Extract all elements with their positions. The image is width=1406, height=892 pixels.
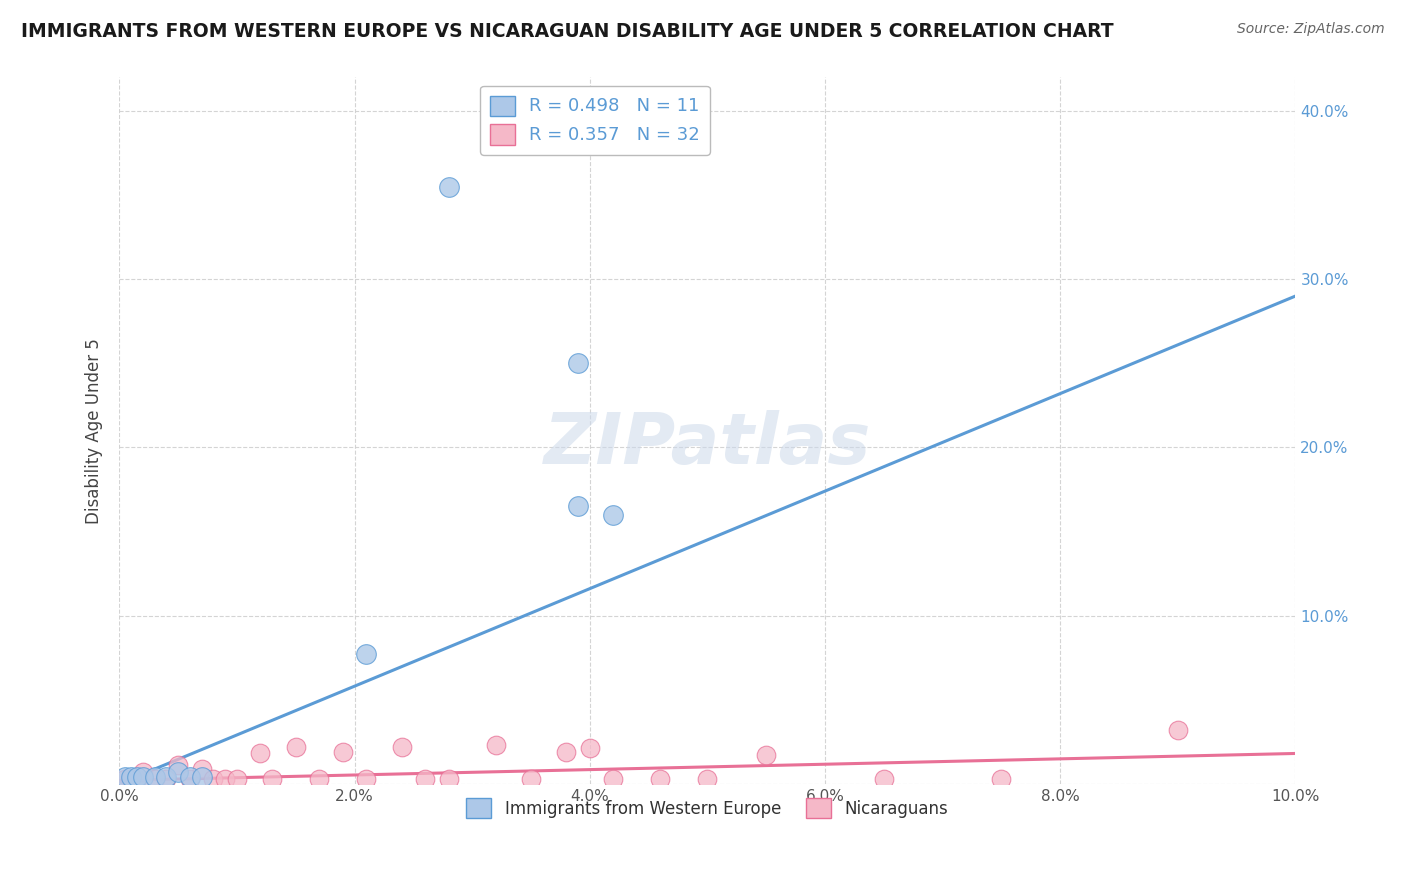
- Point: [356, 772, 378, 786]
- Point: [120, 772, 142, 786]
- Point: [308, 772, 330, 786]
- Point: [179, 770, 201, 784]
- Point: [485, 738, 508, 752]
- Point: [190, 762, 212, 776]
- Point: [990, 772, 1012, 786]
- Point: [132, 764, 155, 779]
- Point: [114, 772, 136, 786]
- Point: [155, 772, 177, 786]
- Point: [225, 772, 247, 786]
- Point: [143, 770, 166, 784]
- Point: [249, 747, 271, 761]
- Point: [262, 772, 284, 786]
- Point: [755, 748, 778, 763]
- Point: [437, 179, 460, 194]
- Point: [332, 745, 354, 759]
- Point: [284, 739, 307, 754]
- Point: [696, 772, 718, 786]
- Point: [437, 772, 460, 786]
- Point: [650, 772, 672, 786]
- Point: [391, 739, 413, 754]
- Point: [555, 745, 578, 759]
- Point: [202, 772, 225, 786]
- Point: [567, 500, 589, 514]
- Point: [190, 770, 212, 784]
- Y-axis label: Disability Age Under 5: Disability Age Under 5: [86, 338, 103, 524]
- Point: [155, 770, 177, 784]
- Point: [356, 647, 378, 661]
- Point: [125, 770, 148, 784]
- Point: [179, 772, 201, 786]
- Point: [167, 758, 190, 772]
- Point: [602, 772, 624, 786]
- Point: [167, 764, 190, 779]
- Point: [602, 508, 624, 522]
- Point: [120, 770, 142, 784]
- Point: [873, 772, 896, 786]
- Point: [114, 770, 136, 784]
- Legend: Immigrants from Western Europe, Nicaraguans: Immigrants from Western Europe, Nicaragu…: [460, 791, 955, 825]
- Point: [132, 770, 155, 784]
- Text: ZIPatlas: ZIPatlas: [544, 410, 872, 479]
- Text: Source: ZipAtlas.com: Source: ZipAtlas.com: [1237, 22, 1385, 37]
- Point: [520, 772, 543, 786]
- Point: [125, 772, 148, 786]
- Point: [214, 772, 236, 786]
- Point: [567, 356, 589, 370]
- Point: [1167, 723, 1189, 737]
- Text: IMMIGRANTS FROM WESTERN EUROPE VS NICARAGUAN DISABILITY AGE UNDER 5 CORRELATION : IMMIGRANTS FROM WESTERN EUROPE VS NICARA…: [21, 22, 1114, 41]
- Point: [578, 741, 600, 756]
- Point: [143, 772, 166, 786]
- Point: [413, 772, 436, 786]
